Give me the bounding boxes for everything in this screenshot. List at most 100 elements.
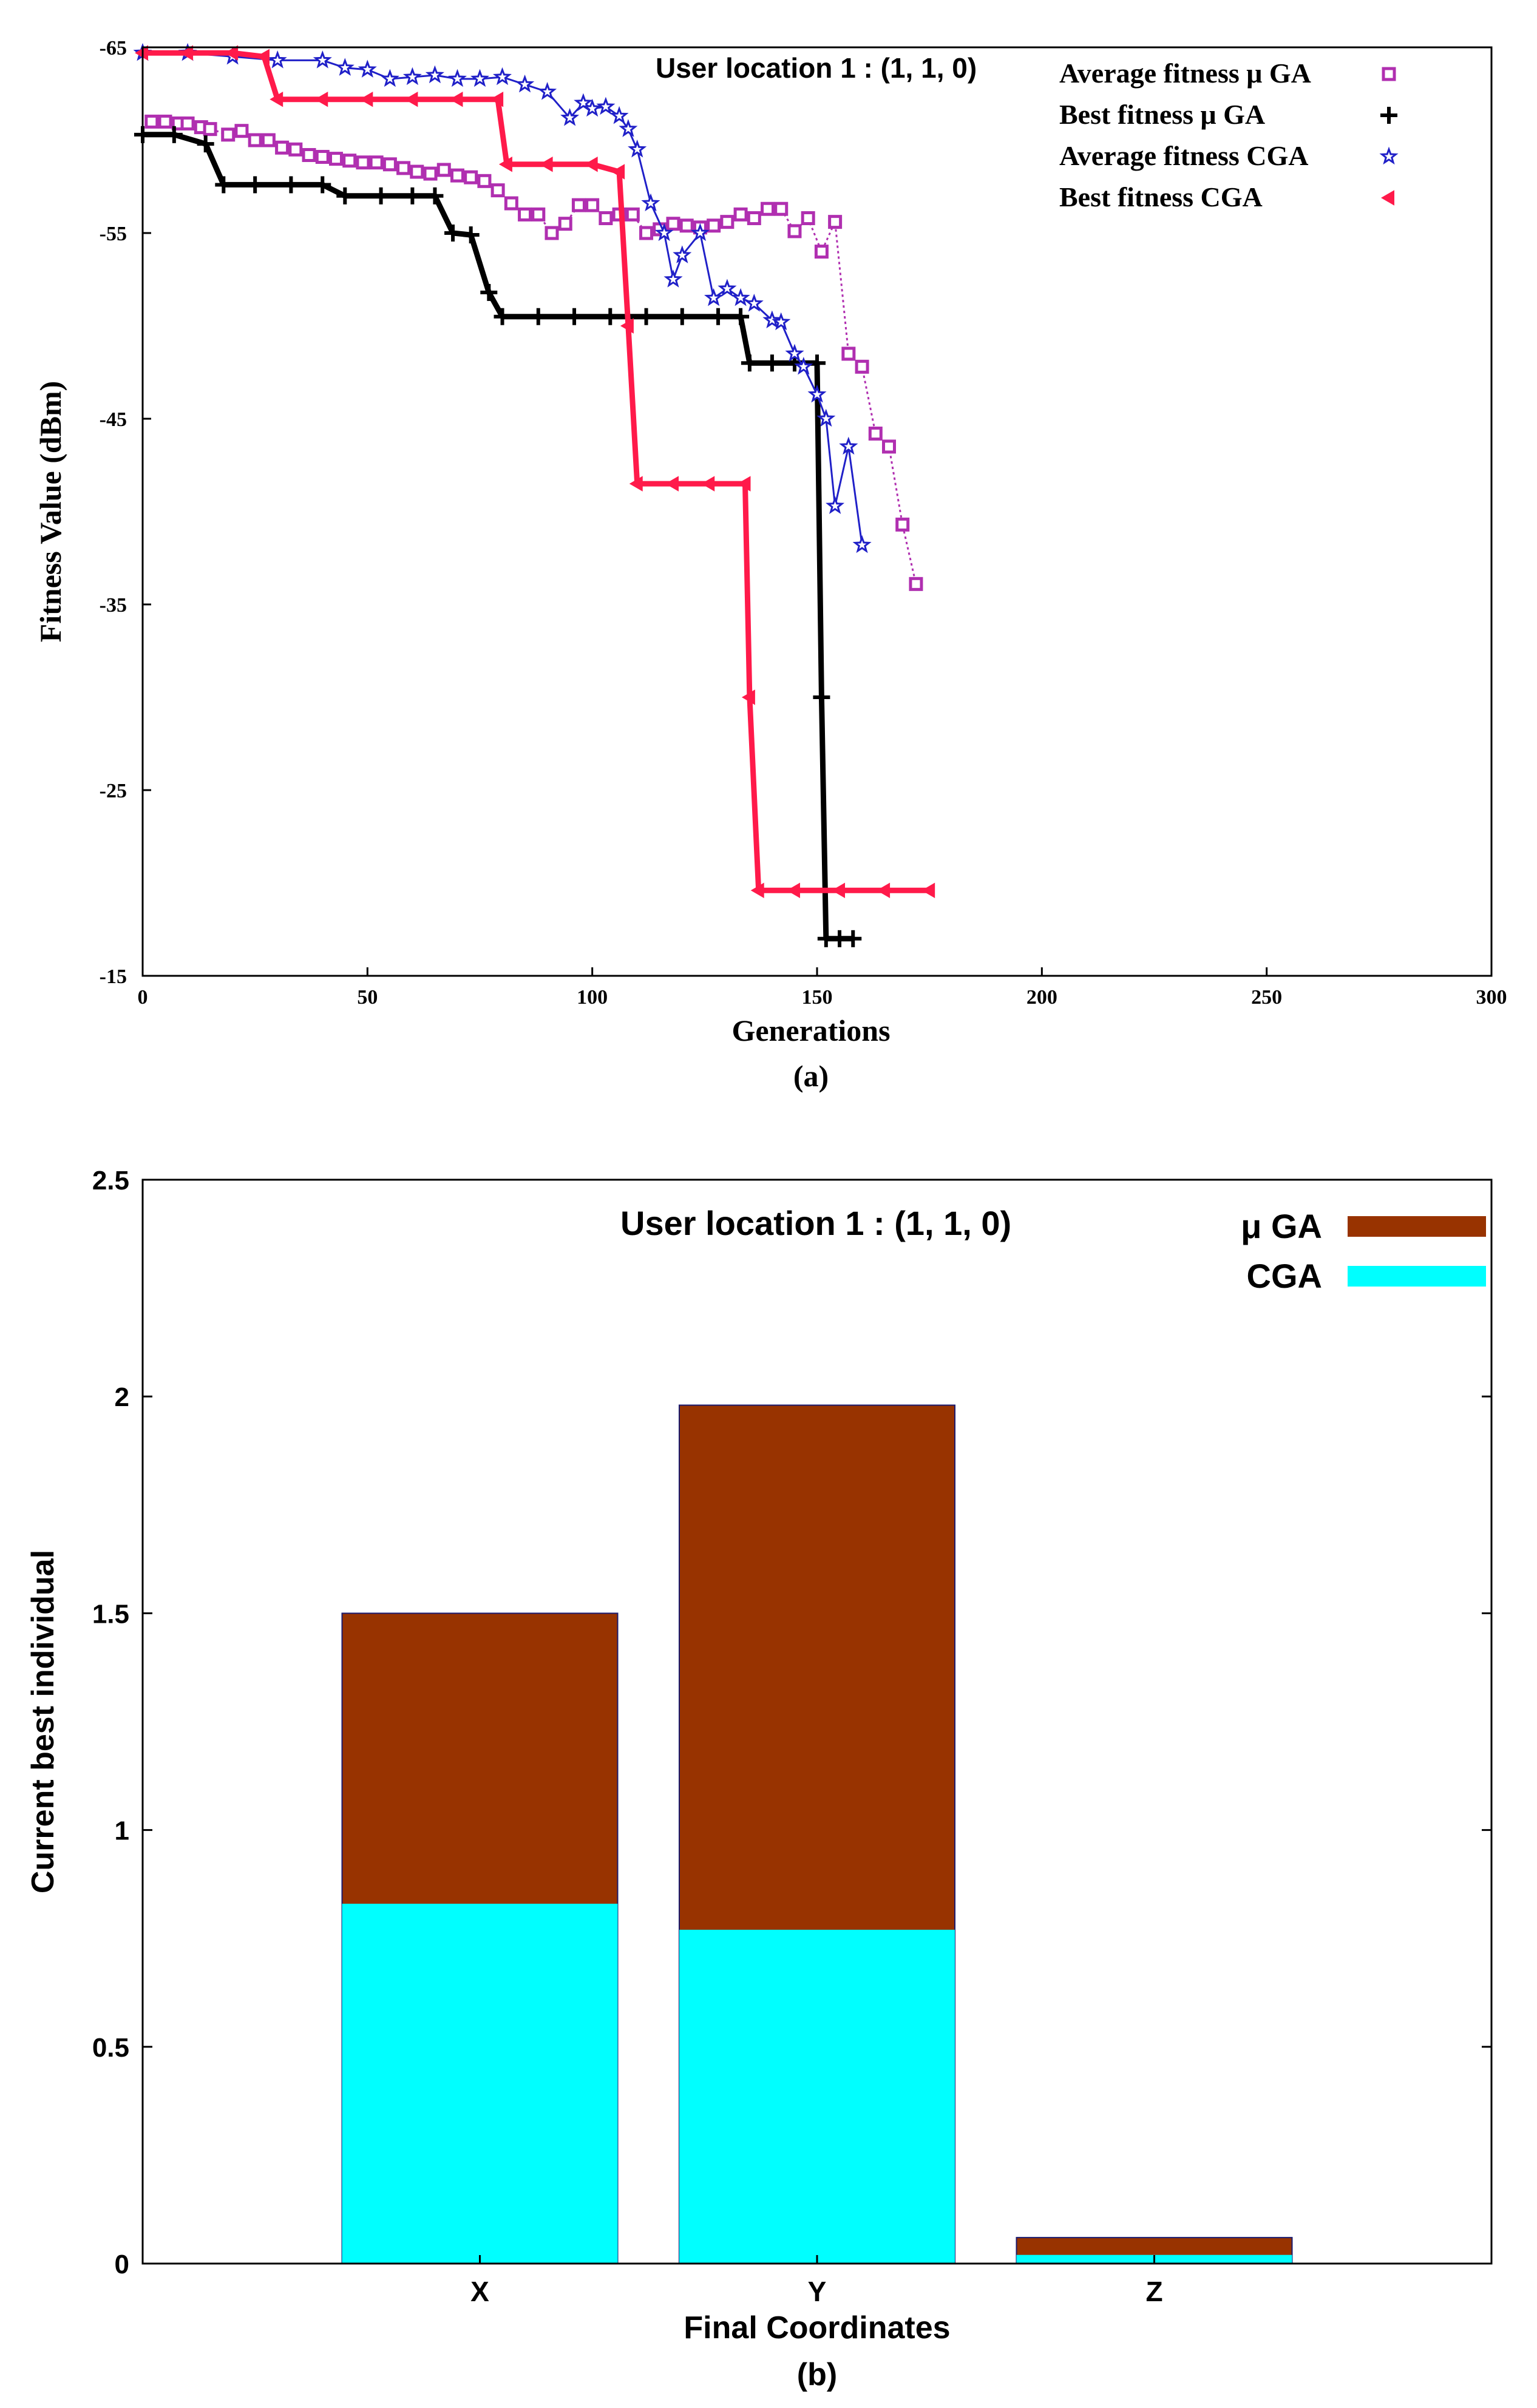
data-point	[197, 135, 214, 153]
x-tick-label-b: Y	[808, 2276, 827, 2307]
data-point	[462, 226, 480, 244]
data-point	[731, 288, 750, 306]
data-point	[733, 207, 748, 222]
data-point	[841, 347, 856, 361]
data-point	[504, 196, 518, 211]
data-point	[720, 215, 735, 229]
data-point	[498, 157, 512, 172]
data-point	[490, 183, 505, 198]
data-point	[663, 269, 683, 288]
data-point	[270, 91, 283, 107]
data-point	[538, 81, 557, 100]
data-point	[328, 152, 343, 166]
data-point	[539, 157, 553, 172]
data-point	[282, 176, 300, 194]
legend-marker-a	[1379, 146, 1399, 165]
bar-y-cga	[679, 1929, 955, 2264]
data-point	[786, 882, 800, 898]
data-point	[641, 193, 660, 212]
bar-x-cga	[342, 1904, 618, 2264]
y-tick-label-a: -25	[100, 780, 127, 802]
data-point	[828, 215, 843, 229]
y-tick-label-a: -35	[100, 594, 127, 617]
data-point	[832, 882, 846, 898]
data-point	[816, 408, 836, 427]
data-point	[654, 223, 674, 242]
data-point	[718, 279, 737, 297]
data-point	[464, 170, 478, 184]
series-line	[151, 120, 917, 584]
data-point	[809, 354, 826, 372]
data-point	[787, 224, 802, 238]
data-point	[844, 930, 862, 947]
data-point	[275, 140, 290, 155]
data-point	[444, 225, 462, 242]
data-point	[180, 116, 195, 130]
data-point	[358, 59, 377, 78]
y-tick-label-b: 0.5	[92, 2033, 129, 2063]
data-point	[679, 218, 694, 233]
x-tick-label-a: 50	[357, 986, 378, 1009]
data-point	[732, 308, 750, 325]
y-tick-label-b: 1	[115, 1816, 129, 1846]
data-point	[807, 384, 827, 403]
data-point	[382, 157, 397, 172]
legend-label-a: Average fitness μ GA	[1059, 58, 1311, 89]
data-point	[225, 45, 239, 61]
panel-label-b: (b)	[797, 2357, 837, 2392]
x-axis-label-b: Final Coordinates	[684, 2310, 950, 2345]
data-point	[666, 217, 680, 231]
data-point	[707, 218, 721, 233]
data-point	[470, 69, 489, 87]
x-tick-label-a: 200	[1026, 986, 1057, 1009]
data-point	[402, 67, 422, 86]
data-point	[921, 882, 935, 898]
data-point	[518, 207, 532, 222]
data-point	[180, 45, 194, 61]
data-point	[425, 65, 444, 84]
data-point	[710, 308, 727, 325]
series-4	[135, 45, 935, 898]
annotation-b: User location 1 : (1, 1, 0)	[620, 1204, 1011, 1242]
data-point	[761, 201, 775, 216]
data-point	[336, 187, 354, 205]
data-point	[335, 58, 355, 76]
x-tick-label-a: 100	[577, 986, 608, 1009]
y-tick-label-a: -55	[100, 223, 127, 245]
data-point	[877, 882, 891, 898]
y-tick-label-a: -15	[100, 966, 127, 988]
data-point	[261, 133, 276, 147]
data-point	[515, 74, 535, 93]
data-point	[248, 133, 262, 147]
data-point	[772, 312, 791, 331]
data-point	[855, 359, 869, 374]
data-point	[423, 166, 438, 181]
legend-swatch-b	[1348, 1216, 1486, 1237]
data-point	[895, 517, 910, 532]
legend-marker-a	[1380, 107, 1397, 124]
data-point	[839, 436, 858, 455]
y-tick-label-a: -45	[100, 408, 127, 431]
data-point	[584, 157, 598, 172]
annotation-a: User location 1 : (1, 1, 0)	[656, 52, 977, 84]
data-point	[813, 689, 830, 706]
data-point	[585, 198, 600, 212]
data-point	[611, 164, 625, 180]
y-tick-label-b: 2	[115, 1382, 129, 1412]
data-point	[625, 207, 640, 222]
legend-label-b: CGA	[1247, 1257, 1322, 1295]
data-point	[701, 476, 715, 492]
data-point	[531, 207, 546, 222]
data-point	[144, 114, 159, 129]
y-tick-label-b: 1.5	[92, 1599, 129, 1629]
data-point	[448, 69, 467, 87]
data-point	[529, 308, 547, 325]
data-point	[165, 126, 183, 143]
y-tick-label-a: -65	[100, 37, 127, 59]
legend-label-b: μ GA	[1241, 1207, 1322, 1245]
data-point	[369, 155, 384, 170]
data-point	[404, 187, 421, 205]
data-point	[215, 176, 232, 194]
y-tick-label-b: 0	[115, 2250, 129, 2279]
